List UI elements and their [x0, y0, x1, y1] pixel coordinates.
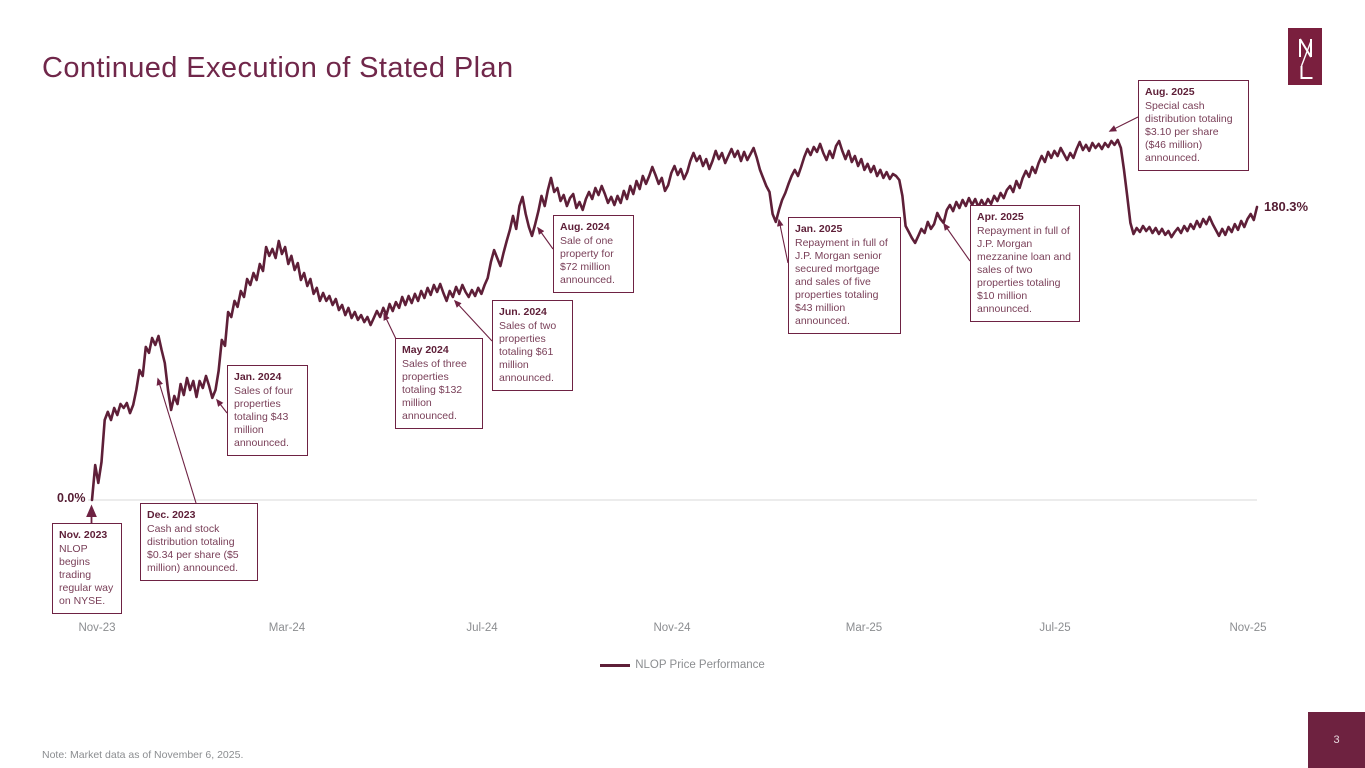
annotation-date: Nov. 2023 [59, 529, 108, 541]
legend-label: NLOP Price Performance [635, 659, 765, 671]
x-tick-nov-24: Nov-24 [653, 622, 691, 634]
annotation-date: Jun. 2024 [499, 306, 547, 318]
arrow-dec-2023 [156, 377, 197, 504]
annotation-date: Jan. 2024 [234, 371, 282, 383]
annotation-jan-2024: Jan. 2024 Sales of four properties total… [227, 365, 308, 457]
x-tick-mar-25: Mar-25 [845, 622, 883, 634]
annotation-aug-2025: Aug. 2025 Special cash distribution tota… [1138, 80, 1249, 172]
annotation-apr-2025: Apr. 2025 Repayment in full of J.P. Morg… [970, 205, 1080, 323]
annotation-date: Dec. 2023 [147, 509, 196, 521]
x-tick-jul-24: Jul-24 [466, 622, 498, 634]
annotation-may-2024: May 2024 Sales of three properties total… [395, 338, 483, 430]
arrow-apr-2025 [943, 222, 971, 262]
arrow-aug-2025 [1108, 116, 1139, 132]
page-number-badge: 3 [1308, 712, 1365, 768]
annotation-text: Sale of one property for $72 million ann… [560, 235, 615, 287]
start-value-label: 0.0% [57, 491, 86, 505]
arrow-aug-2024 [537, 226, 554, 250]
chart-legend: NLOP Price Performance [0, 659, 1365, 671]
footnote: Note: Market data as of November 6, 2025… [42, 749, 244, 761]
arrow-may-2024 [383, 312, 397, 340]
page-number: 3 [1333, 734, 1340, 746]
annotation-date: Aug. 2025 [1145, 86, 1195, 98]
annotation-jan-2025: Jan. 2025 Repayment in full of J.P. Morg… [788, 217, 901, 335]
annotation-jun-2024: Jun. 2024 Sales of two properties totali… [492, 300, 573, 392]
annotation-text: Sales of four properties totaling $43 mi… [234, 385, 293, 450]
annotation-text: Sales of three properties totaling $132 … [402, 358, 467, 423]
annotation-text: NLOP begins trading regular way on NYSE. [59, 543, 114, 608]
annotation-nov-2023: Nov. 2023 NLOP begins trading regular wa… [52, 523, 122, 615]
annotation-date: Aug. 2024 [560, 221, 610, 233]
x-tick-jul-25: Jul-25 [1039, 622, 1071, 634]
annotation-text: Repayment in full of J.P. Morgan senior … [795, 237, 888, 328]
annotation-date: May 2024 [402, 344, 449, 356]
annotation-date: Apr. 2025 [977, 211, 1024, 223]
arrow-jan-2024 [216, 398, 228, 414]
annotation-text: Sales of two properties totaling $61 mil… [499, 320, 557, 385]
annotation-arrows [86, 116, 1139, 523]
nl-monogram-icon [1288, 28, 1322, 85]
company-logo [1288, 28, 1322, 90]
annotation-text: Special cash distribution totaling $3.10… [1145, 100, 1233, 165]
annotation-text: Repayment in full of J.P. Morgan mezzani… [977, 225, 1071, 316]
x-tick-nov-23: Nov-23 [78, 622, 116, 634]
slide-title: Continued Execution of Stated Plan [42, 52, 514, 84]
price-line [90, 138, 1259, 502]
arrow-jun-2024 [453, 299, 493, 342]
annotation-dec-2023: Dec. 2023 Cash and stock distribution to… [140, 503, 258, 582]
annotation-date: Jan. 2025 [795, 223, 843, 235]
legend-line-swatch [600, 663, 631, 667]
annotation-text: Cash and stock distribution totaling $0.… [147, 523, 239, 575]
x-tick-mar-24: Mar-24 [268, 622, 306, 634]
annotation-aug-2024: Aug. 2024 Sale of one property for $72 m… [553, 215, 634, 294]
x-tick-nov-25: Nov-25 [1229, 622, 1267, 634]
end-value-label: 180.3% [1264, 199, 1309, 214]
arrow-jan-2025 [777, 218, 789, 264]
